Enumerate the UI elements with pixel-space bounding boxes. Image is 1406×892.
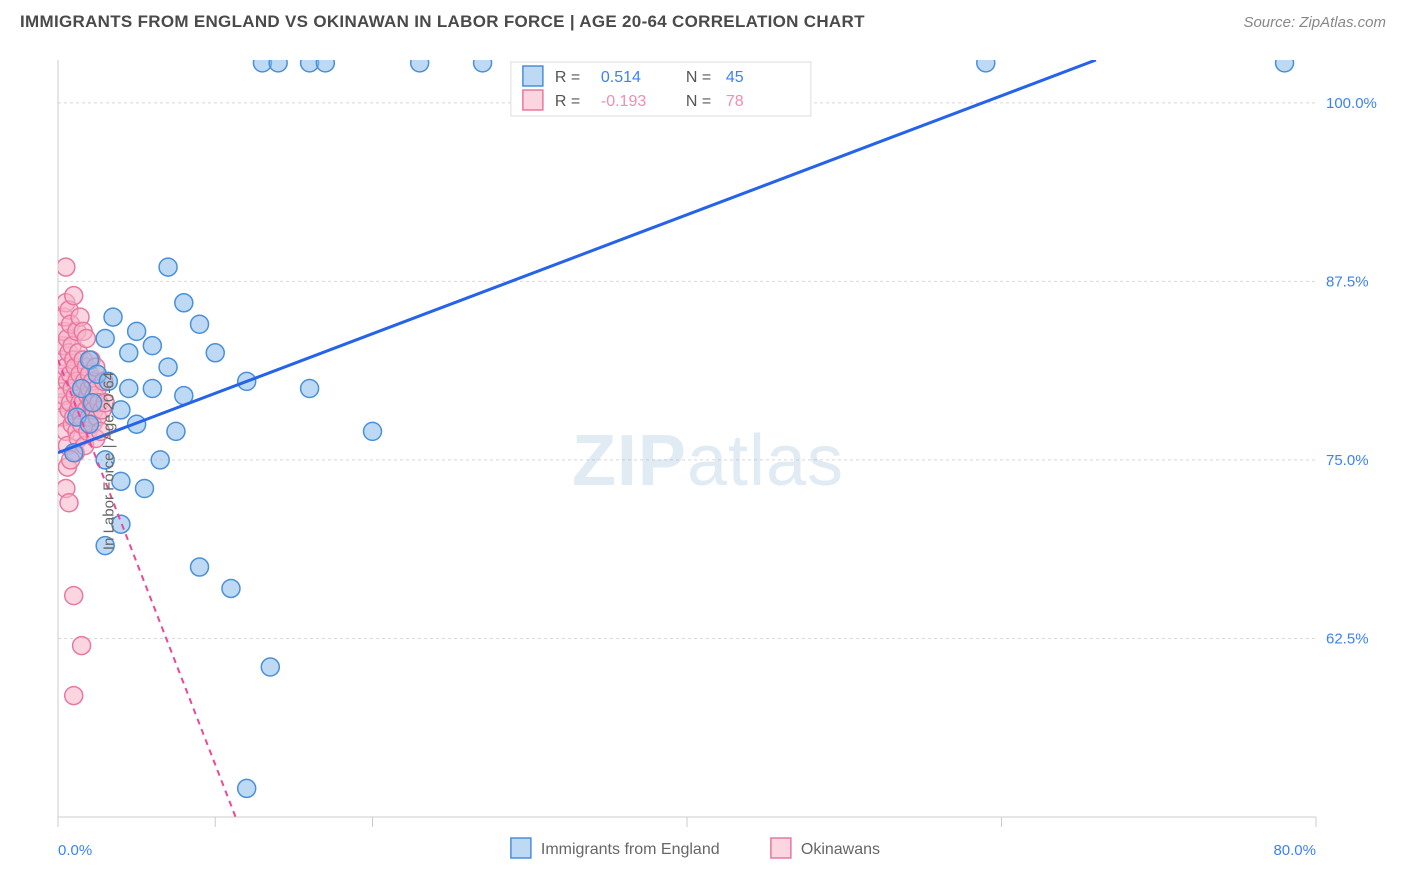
svg-text:R =: R = [555,93,580,110]
source-attribution: Source: ZipAtlas.com [1243,14,1386,31]
svg-text:Okinawans: Okinawans [801,841,880,858]
svg-text:100.0%: 100.0% [1326,95,1377,112]
svg-text:78: 78 [726,93,744,110]
svg-text:87.5%: 87.5% [1326,273,1369,290]
scatter-chart: 62.5% 75.0% 87.5% 100.0% 0.0% 80.0% R = 0.514 N … [30,50,1386,872]
svg-text:N =: N = [686,69,711,86]
svg-text:-0.193: -0.193 [601,93,646,110]
svg-text:75.0%: 75.0% [1326,452,1369,469]
svg-text:N =: N = [686,93,711,110]
svg-text:0.0%: 0.0% [58,842,92,859]
svg-text:R =: R = [555,69,580,86]
svg-text:0.514: 0.514 [601,69,641,86]
svg-text:Immigrants from England: Immigrants from England [541,841,720,858]
chart-title: IMMIGRANTS FROM ENGLAND VS OKINAWAN IN L… [20,12,865,32]
chart-header: IMMIGRANTS FROM ENGLAND VS OKINAWAN IN L… [0,0,1406,40]
svg-text:45: 45 [726,69,744,86]
svg-text:62.5%: 62.5% [1326,630,1369,647]
chart-container: In Labor Force | Age 20-64 62.5% 75.0% 87.… [30,50,1386,872]
svg-text:80.0%: 80.0% [1273,842,1316,859]
y-axis-label: In Labor Force | Age 20-64 [101,372,118,550]
